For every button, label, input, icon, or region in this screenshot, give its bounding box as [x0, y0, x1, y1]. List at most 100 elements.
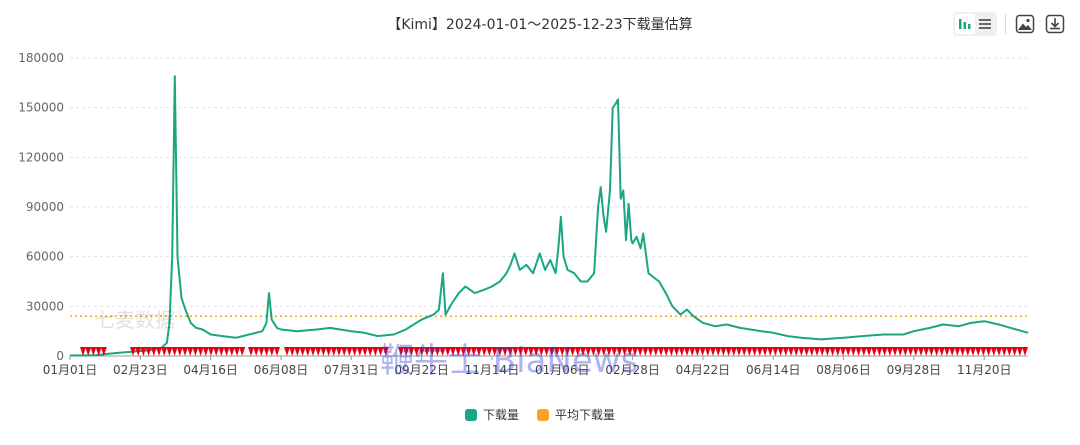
event-marker [938, 347, 945, 356]
event-marker [187, 347, 194, 356]
download-icon[interactable] [1044, 13, 1066, 35]
event-marker [294, 347, 301, 356]
x-tick-label: 02月28日 [605, 363, 660, 377]
event-marker [460, 347, 467, 356]
x-tick-label: 01月01日 [43, 363, 98, 377]
event-marker [413, 347, 420, 356]
image-icon[interactable] [1014, 13, 1036, 35]
event-marker [161, 347, 168, 356]
legend-label-average: 平均下载量 [555, 408, 616, 422]
event-marker [897, 347, 904, 356]
event-marker [182, 347, 188, 356]
x-tick-label: 06月14日 [746, 363, 801, 377]
event-marker [538, 347, 545, 356]
bar-chart-icon[interactable] [955, 14, 975, 34]
event-marker [408, 347, 415, 356]
event-marker [621, 347, 628, 356]
x-tick-label: 11月20日 [957, 363, 1012, 377]
event-marker [486, 347, 493, 356]
event-marker [528, 347, 534, 356]
event-marker [772, 347, 779, 356]
legend-swatch-downloads [464, 408, 477, 421]
event-marker [689, 347, 696, 356]
event-marker [564, 347, 571, 356]
event-marker [377, 347, 384, 356]
event-marker [418, 347, 425, 356]
event-marker [642, 347, 649, 356]
event-marker [824, 347, 831, 356]
line-chart: 0 30000 60000 90000 120000 150000 180000 01月01… [18, 51, 1029, 381]
event-marker [907, 347, 914, 356]
event-marker [481, 347, 488, 356]
x-tick-label: 09月22日 [394, 363, 449, 377]
event-marker [574, 347, 581, 356]
event-marker [985, 347, 992, 356]
event-marker [694, 347, 701, 356]
event-marker [684, 347, 690, 356]
event-marker [767, 347, 774, 356]
event-marker [1016, 347, 1023, 356]
event-marker [652, 347, 659, 356]
event-marker [892, 347, 898, 356]
event-marker [234, 347, 240, 356]
event-marker [590, 347, 597, 356]
chart-title: 【Kimi】2024-01-01～2025-12-23下载量估算 [387, 17, 693, 33]
event-marker [866, 347, 872, 356]
x-tick-label: 06月08日 [254, 363, 309, 377]
event-marker [320, 347, 327, 356]
watermark-bianews: 鞭牛士 BiaNews [380, 341, 638, 381]
event-marker [362, 347, 368, 356]
event-marker [197, 347, 204, 356]
y-tick-label: 90000 [26, 200, 64, 214]
event-marker [80, 347, 86, 356]
event-marker [928, 347, 935, 356]
legend-item-average[interactable]: 平均下载量 [537, 406, 615, 423]
event-marker [325, 347, 332, 356]
event-marker [398, 347, 404, 356]
toolbar-divider [1005, 14, 1006, 34]
event-marker [268, 347, 275, 356]
event-marker [429, 347, 436, 356]
event-marker [439, 347, 446, 356]
x-tick-label: 08月06日 [816, 363, 871, 377]
event-marker [964, 347, 971, 356]
event-marker [798, 347, 805, 356]
event-marker [403, 347, 410, 356]
downloads-line [69, 75, 1029, 357]
event-marker [860, 347, 867, 356]
event-marker [959, 347, 966, 356]
event-marker [710, 347, 716, 356]
event-marker [543, 347, 550, 356]
x-tick-label: 09月28日 [887, 363, 942, 377]
event-marker [886, 347, 893, 356]
event-marker [192, 347, 199, 356]
event-marker [253, 347, 260, 356]
event-marker [202, 347, 209, 356]
event-marker [284, 347, 290, 356]
y-tick-label: 30000 [26, 299, 64, 313]
event-marker [140, 347, 147, 356]
legend-label-downloads: 下载量 [482, 408, 519, 422]
legend-item-downloads[interactable]: 下载量 [464, 406, 519, 423]
event-marker [145, 347, 152, 356]
x-tick-label: 04月22日 [676, 363, 731, 377]
event-marker [933, 347, 940, 356]
event-marker [840, 347, 846, 356]
event-marker [678, 347, 685, 356]
event-marker [990, 347, 997, 356]
event-marker [975, 347, 982, 356]
list-icon[interactable] [975, 14, 995, 34]
event-marker [522, 347, 529, 356]
event-marker [367, 347, 374, 356]
event-marker [1001, 347, 1008, 356]
event-marker [239, 347, 246, 356]
event-marker [150, 347, 157, 356]
event-marker [470, 347, 477, 356]
event-marker [996, 347, 1002, 356]
event-marker [876, 347, 883, 356]
event-marker [372, 347, 379, 356]
event-marker [208, 347, 214, 356]
event-marker [130, 347, 136, 356]
event-marker [135, 347, 142, 356]
event-marker [944, 347, 950, 356]
